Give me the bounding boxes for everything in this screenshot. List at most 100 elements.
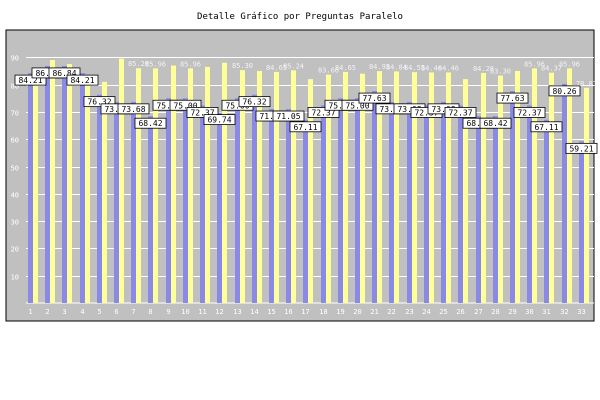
data-label-paralelo: 75.00: [169, 99, 202, 111]
x-tick-label: 28: [491, 308, 499, 316]
data-label-paralelo: 67.11: [530, 121, 563, 133]
bar-paralelo: [303, 119, 308, 303]
y-tick-label: 70: [11, 110, 19, 118]
bar-paralelo: [183, 98, 188, 303]
bar-paralelo: [407, 101, 412, 303]
bar-general: [222, 62, 227, 304]
data-label-general: 85.30: [232, 62, 253, 70]
data-label-text: 69.74: [207, 116, 231, 125]
data-label-text: 75.00: [328, 101, 352, 110]
data-label-text: 76.32: [87, 98, 111, 107]
bar-general: [240, 70, 245, 303]
data-label-paralelo: 72.37: [444, 107, 477, 118]
x-tick-label: 11: [198, 308, 206, 316]
x-tick-label: 15: [267, 308, 275, 316]
data-label-box: [14, 74, 47, 86]
bar-general: [33, 70, 38, 304]
data-label-paralelo: 68.42: [479, 117, 512, 129]
data-label-box: [341, 99, 374, 111]
data-label-text: 67.11: [534, 123, 558, 132]
data-label-box: [479, 117, 512, 129]
data-label-paralelo: 72.37: [513, 107, 546, 118]
bars: [28, 58, 589, 304]
data-label-text: 76.32: [242, 98, 266, 107]
bar-paralelo: [252, 94, 257, 304]
bar-general: [584, 87, 589, 304]
bar-general: [412, 72, 417, 303]
y-tick-label: 30: [11, 219, 19, 227]
bar-paralelo: [28, 73, 33, 304]
data-label-box: [444, 107, 477, 118]
data-label-paralelo: 72.37: [307, 107, 340, 118]
bar-paralelo: [372, 91, 377, 303]
bar-general: [567, 68, 572, 304]
bar-general: [377, 71, 382, 303]
bar-paralelo: [62, 65, 67, 303]
x-tick-label: 17: [301, 308, 309, 316]
bar-general: [188, 68, 193, 304]
bar-general: [291, 70, 296, 303]
data-label-box: [272, 110, 305, 122]
data-label-paralelo: 68.42: [134, 117, 167, 129]
bar-paralelo: [235, 98, 240, 303]
data-label-text: 72.37: [190, 108, 214, 117]
bar-general: [136, 68, 141, 303]
data-label-text: 73.68: [121, 105, 145, 114]
bar-paralelo: [166, 98, 171, 303]
bar-general: [50, 60, 55, 303]
bar-paralelo: [217, 112, 222, 303]
data-label-general: 83.30: [490, 68, 511, 76]
data-label-paralelo: 77.63: [496, 92, 529, 104]
data-label-text: 86.84: [35, 69, 59, 78]
x-tick-label: 6: [114, 308, 118, 316]
x-tick-label: 9: [166, 308, 170, 316]
bar-general: [85, 84, 90, 303]
y-tick-labels: 10 20 30 40 50 60 70 80 90: [11, 55, 19, 282]
data-label-box: [169, 99, 202, 111]
bar-general: [171, 65, 176, 304]
bar-general: [102, 81, 107, 304]
bar-general: [153, 68, 158, 304]
bar-paralelo: [493, 116, 498, 303]
data-label-text: 68.42: [466, 119, 490, 128]
y-tick-label: 40: [11, 192, 19, 200]
x-tick-label: 24: [422, 308, 430, 316]
y-tick-label: 50: [11, 165, 19, 173]
data-label-text: 72.37: [448, 108, 472, 117]
bar-general: [257, 70, 262, 303]
data-label-text: 75.00: [225, 101, 249, 110]
bar-general: [274, 71, 279, 303]
data-label-box: [134, 117, 167, 129]
data-label-general: 78.81: [576, 80, 597, 88]
data-label-general: 84.65: [266, 64, 287, 72]
data-label-paralelo: 71.05: [272, 110, 305, 122]
bar-paralelo: [114, 101, 119, 303]
data-label-paralelo: 75.00: [341, 99, 374, 111]
bar-general: [343, 71, 348, 303]
bar-paralelo: [527, 105, 532, 303]
x-tick-label: 14: [250, 308, 258, 316]
y-tick-label: 60: [11, 137, 19, 145]
bar-general: [360, 73, 365, 304]
bar-paralelo: [338, 98, 343, 303]
bar-general: [532, 68, 537, 304]
x-tick-label: 21: [370, 308, 378, 316]
data-label-text: 72.37: [517, 108, 541, 117]
bar-paralelo: [389, 101, 394, 303]
x-tick-label: 29: [508, 308, 516, 316]
data-label-text: 75.00: [345, 101, 369, 110]
data-label-paralelo: 72.37: [186, 107, 219, 118]
x-tick-label: 25: [439, 308, 447, 316]
bar-general: [498, 75, 503, 303]
data-label-general: 85.26: [128, 60, 149, 68]
data-label-general: 85.96: [180, 60, 201, 68]
data-label-general: 83.66: [318, 67, 339, 75]
data-label-paralelo: 59.21: [565, 142, 598, 154]
bar-general: [446, 72, 451, 304]
x-tick-label: 8: [148, 308, 152, 316]
data-label-text: 75.00: [173, 101, 197, 110]
x-tick-label: 19: [336, 308, 344, 316]
bar-general: [429, 72, 434, 304]
data-label-text: 67.11: [293, 123, 317, 132]
